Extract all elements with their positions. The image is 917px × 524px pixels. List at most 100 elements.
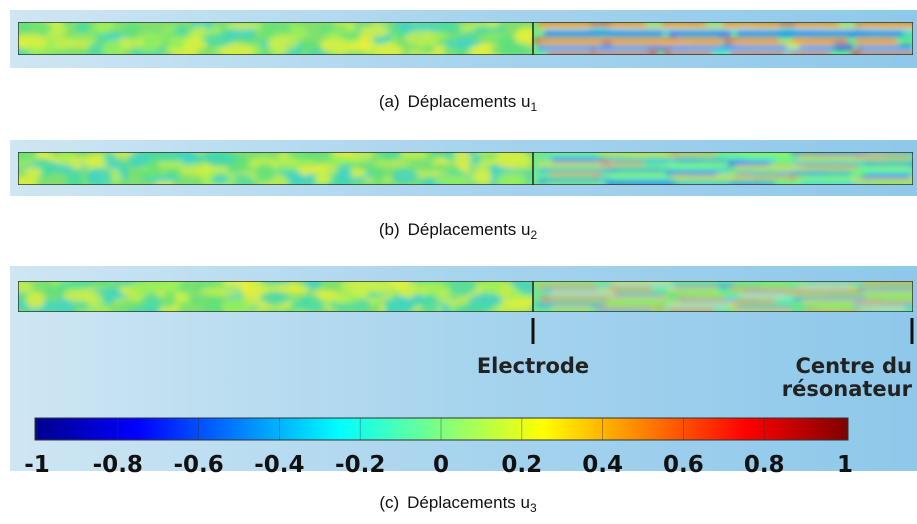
field-stripe	[855, 22, 913, 27]
caption-subscript: 2	[530, 228, 537, 242]
field-blob	[116, 36, 145, 49]
field-blob	[287, 176, 303, 185]
field-blob	[127, 152, 150, 168]
field-stripe	[666, 28, 755, 33]
field-stripe	[599, 178, 676, 183]
field-blob	[515, 156, 532, 170]
field-stripe	[667, 152, 716, 157]
field-blob	[102, 39, 124, 55]
field-stripe	[787, 41, 834, 47]
field-stripe	[666, 302, 752, 307]
field-stripe	[612, 299, 658, 304]
colorbar-tick-label: 0.8	[744, 452, 785, 478]
field-stripe	[540, 48, 591, 53]
field-blob	[161, 51, 175, 55]
field-blob	[496, 172, 528, 185]
field-stripe	[725, 45, 787, 50]
field-blob	[135, 32, 163, 52]
field-blob	[286, 152, 323, 160]
field-stripe	[671, 178, 752, 183]
colorbar-tick-label: 0	[433, 452, 449, 478]
field-stripe	[787, 290, 863, 295]
field-stripe	[544, 28, 628, 33]
field-blob	[315, 174, 333, 183]
field-blob	[337, 31, 367, 39]
field-stripe	[859, 25, 913, 30]
field-stripe	[800, 165, 859, 170]
field-stripe	[660, 38, 722, 43]
field-stripe	[596, 284, 679, 289]
caption-text: Déplacements u	[408, 92, 531, 111]
field-stripe	[612, 165, 671, 170]
field-stripe	[597, 155, 673, 160]
field-stripe	[862, 48, 913, 53]
field-stripe	[551, 299, 620, 304]
field-stripe	[854, 155, 910, 160]
field-stripe	[667, 281, 716, 286]
field-map	[18, 281, 913, 312]
field-stripe	[795, 35, 879, 40]
field-blob	[353, 181, 371, 185]
field-stripe	[725, 155, 814, 160]
field-blob	[356, 281, 387, 294]
field-stripe	[610, 25, 688, 30]
colorbar-tick-label: -0.2	[335, 452, 385, 478]
field-stripe	[613, 290, 690, 295]
field-blob	[93, 23, 109, 35]
field-blob	[454, 152, 472, 169]
caption-subscript: 3	[530, 501, 537, 515]
field-blob	[393, 22, 414, 31]
field-stripe	[739, 293, 826, 298]
field-stripe	[607, 168, 670, 173]
colorbar-tick-label: -0.4	[254, 452, 304, 478]
field-blob	[484, 22, 501, 28]
caption-label: (b)	[379, 220, 400, 239]
field-blob	[296, 166, 329, 174]
field-stripe	[722, 48, 810, 53]
field-blob	[116, 300, 146, 312]
field-stripe	[676, 45, 745, 50]
field-blob	[514, 31, 535, 45]
field-stripe	[671, 48, 745, 53]
field-blob	[406, 49, 421, 55]
field-stripe	[793, 296, 882, 301]
caption-label: (a)	[379, 92, 400, 111]
field-stripe	[550, 290, 617, 295]
field-stripe	[734, 175, 808, 180]
field-stripe	[729, 287, 804, 292]
field-stripe	[735, 305, 817, 310]
field-stripe	[669, 161, 736, 167]
field-blob	[233, 36, 264, 44]
caption-text: Déplacements u	[408, 220, 531, 239]
field-blob	[318, 294, 349, 303]
field-stripe	[786, 48, 833, 53]
field-blob	[374, 160, 411, 167]
field-stripe	[537, 161, 614, 167]
field-blob	[202, 301, 223, 312]
field-blob	[70, 162, 85, 170]
field-stripe	[863, 290, 913, 295]
field-blob	[399, 286, 415, 295]
field-stripe	[608, 287, 653, 292]
field-stripe	[660, 41, 723, 47]
field-blob	[211, 173, 230, 185]
caption-subscript: 1	[530, 100, 537, 114]
field-blob	[199, 287, 240, 296]
field-blob	[56, 281, 97, 289]
field-stripe	[785, 293, 871, 298]
field-blob	[482, 281, 502, 295]
field-blob	[434, 175, 473, 185]
field-stripe	[605, 175, 688, 180]
field-stripe	[536, 308, 610, 312]
caption: (a) Déplacements u1	[379, 92, 538, 114]
field-stripe	[854, 284, 913, 289]
field-stripe	[610, 281, 674, 286]
field-stripe	[542, 287, 598, 292]
field-stripe	[723, 38, 779, 43]
field-blob	[136, 169, 163, 179]
field-blob	[85, 167, 113, 185]
field-blob	[161, 291, 176, 309]
field-stripe	[613, 28, 674, 33]
field-stripe	[799, 45, 854, 50]
field-stripe	[600, 152, 676, 157]
